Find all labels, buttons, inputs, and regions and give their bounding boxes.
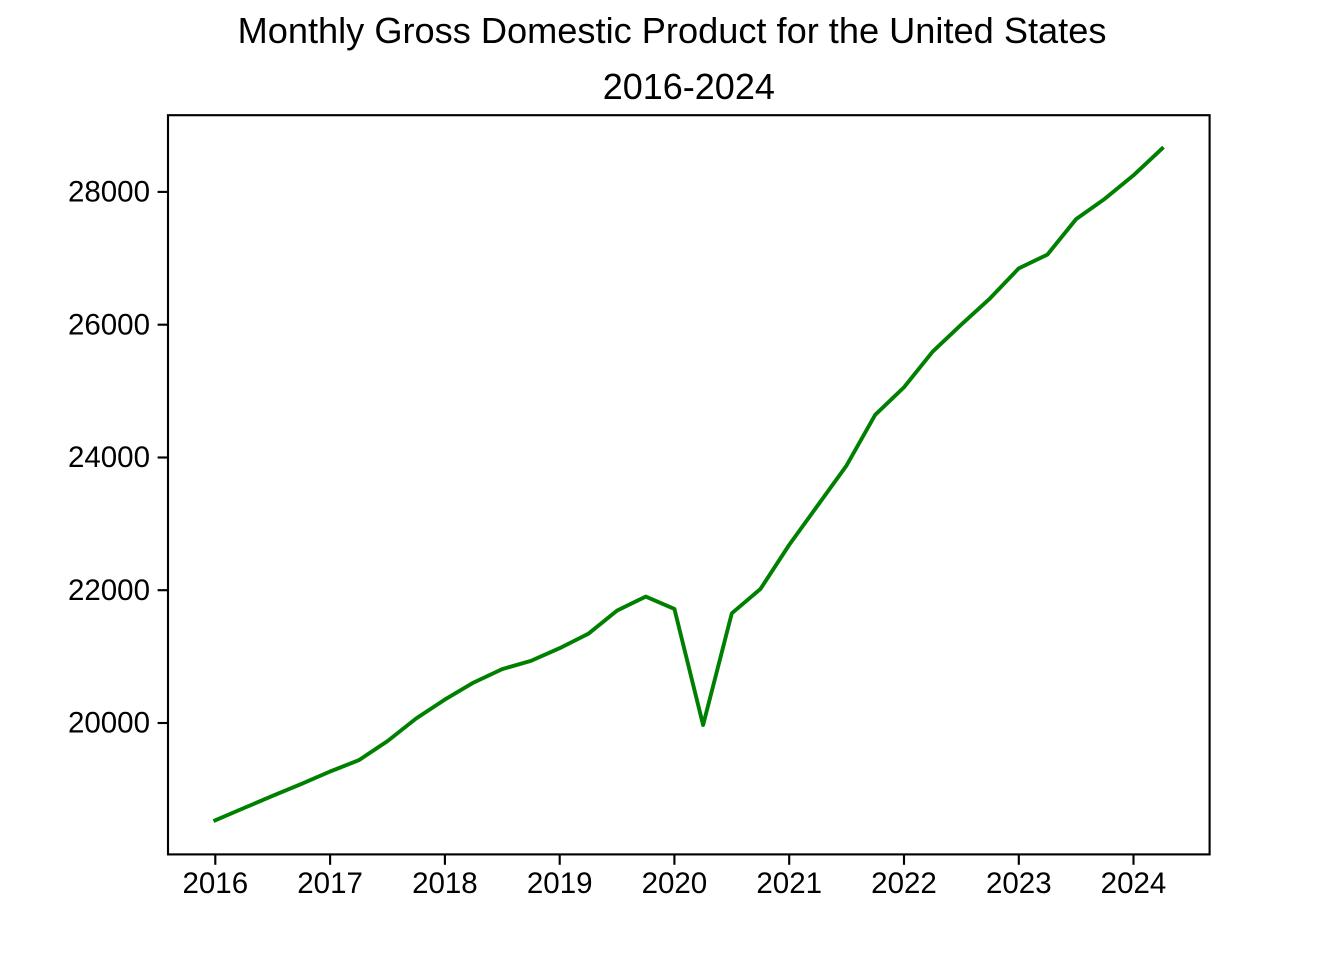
svg-text:2023: 2023 bbox=[986, 867, 1052, 900]
svg-text:2024: 2024 bbox=[1101, 867, 1167, 900]
svg-text:2016: 2016 bbox=[182, 867, 248, 900]
svg-text:Monthly Gross Domestic Product: Monthly Gross Domestic Product for the U… bbox=[238, 10, 1107, 51]
svg-text:2020: 2020 bbox=[642, 867, 708, 900]
svg-text:2016-2024: 2016-2024 bbox=[603, 66, 775, 107]
svg-text:28000: 28000 bbox=[68, 176, 150, 209]
svg-text:20000: 20000 bbox=[68, 707, 150, 740]
svg-text:26000: 26000 bbox=[68, 308, 150, 341]
svg-text:2018: 2018 bbox=[412, 867, 478, 900]
svg-text:2022: 2022 bbox=[871, 867, 937, 900]
svg-text:2017: 2017 bbox=[297, 867, 363, 900]
svg-text:2021: 2021 bbox=[756, 867, 822, 900]
svg-text:24000: 24000 bbox=[68, 441, 150, 474]
svg-text:22000: 22000 bbox=[68, 574, 150, 607]
svg-text:2019: 2019 bbox=[527, 867, 593, 900]
